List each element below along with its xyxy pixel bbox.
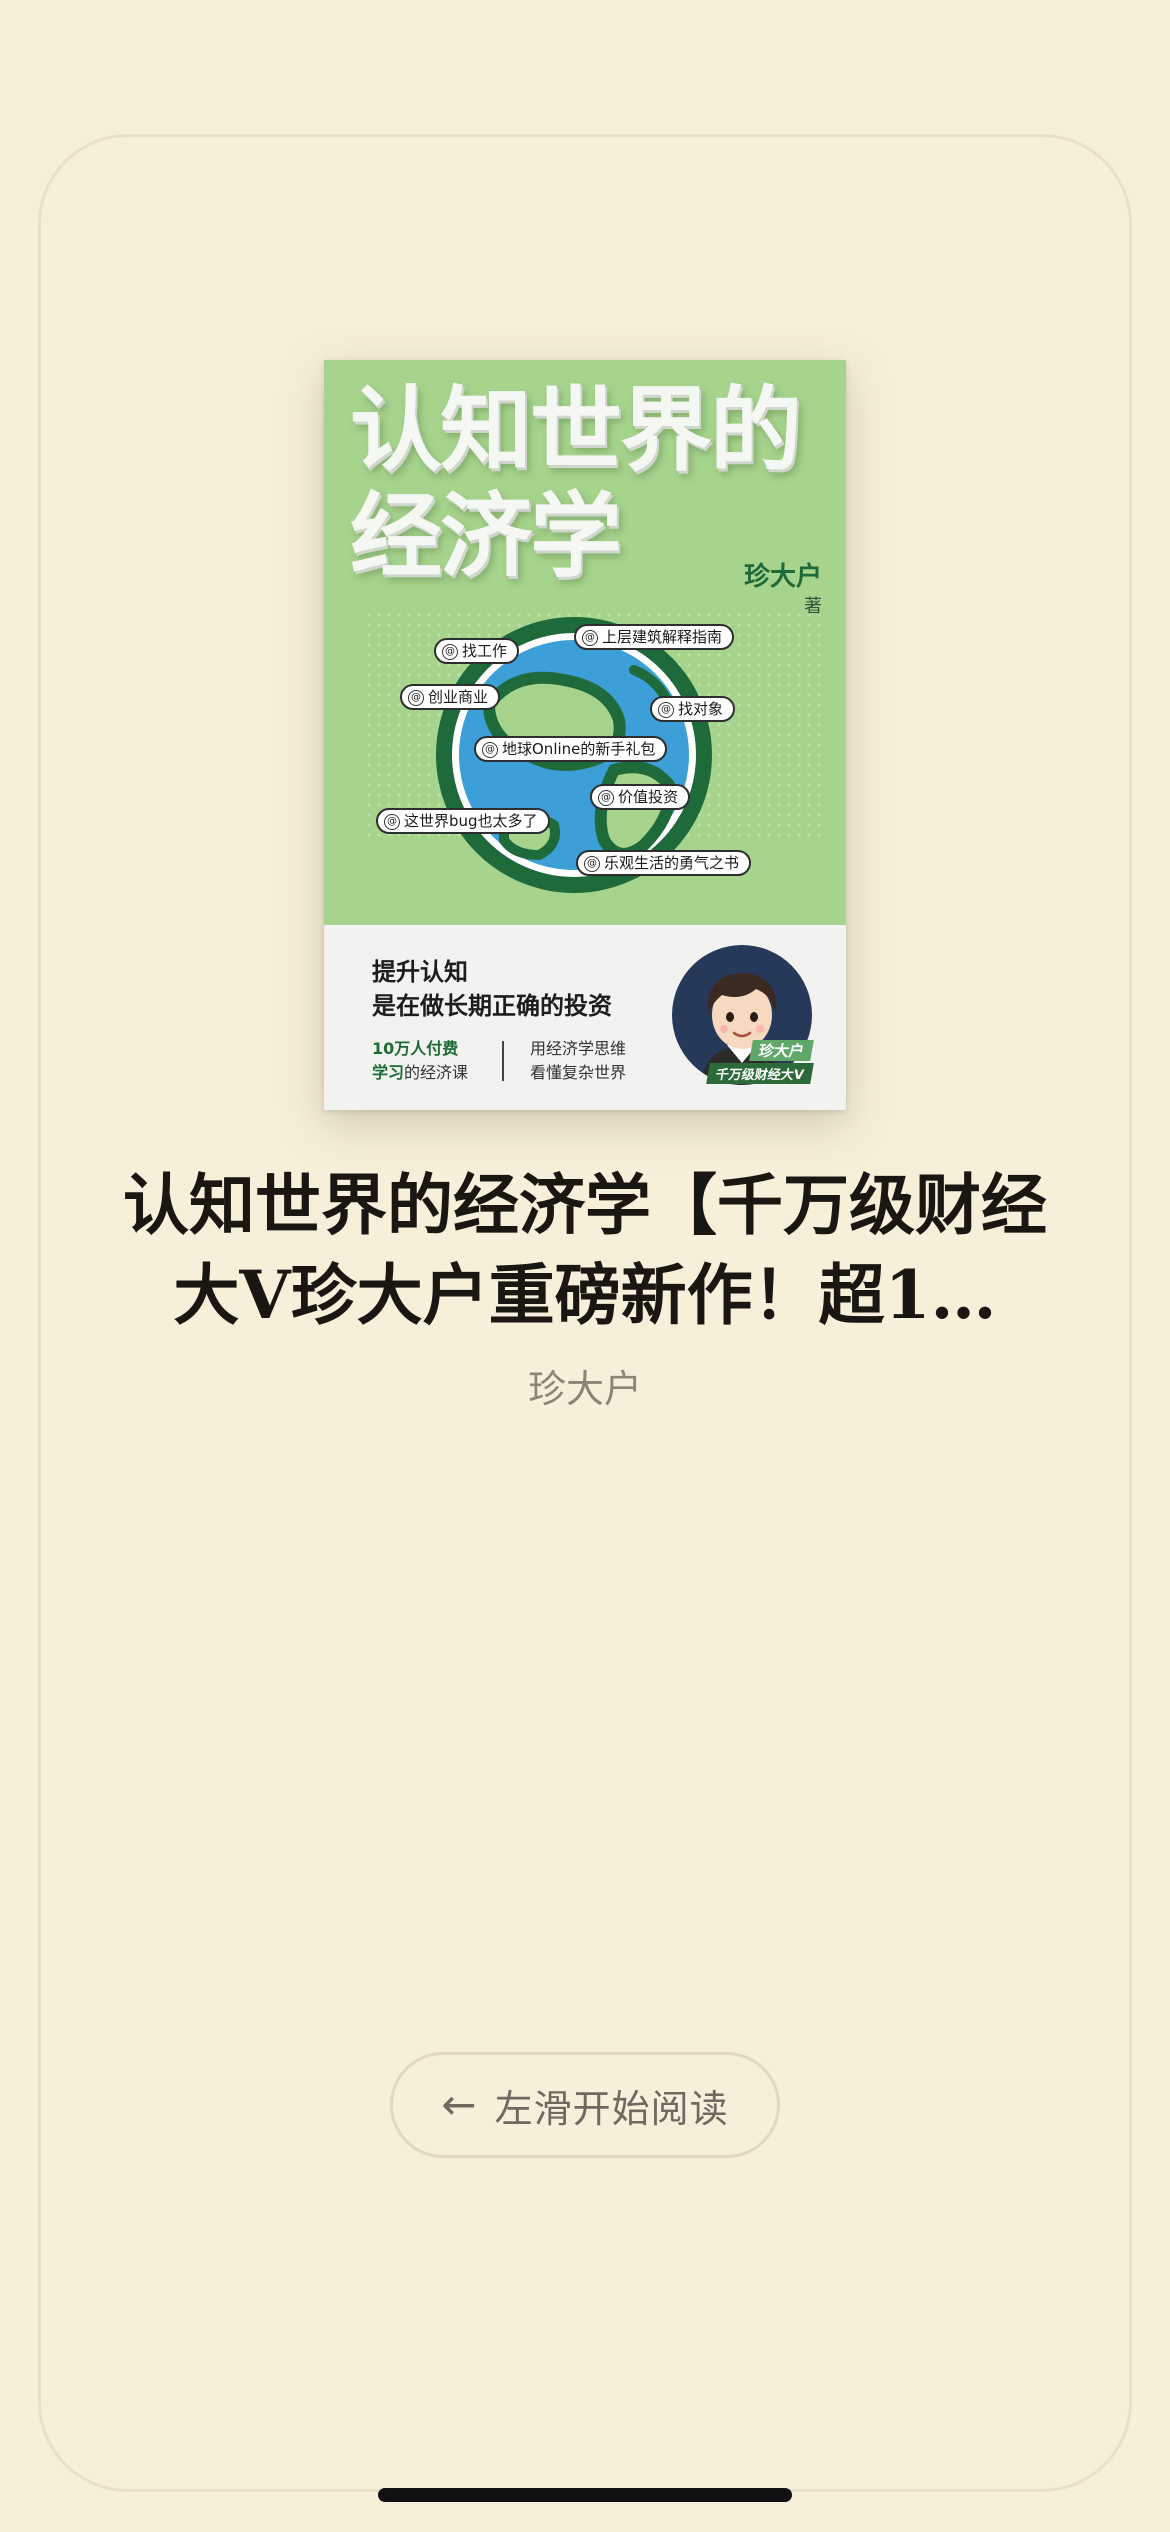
author-badge-subtitle: 千万级财经大V: [706, 1063, 814, 1084]
author-badge-name: 珍大户: [749, 1040, 814, 1061]
cover-slogan: 提升认知 是在做长期正确的投资: [372, 955, 612, 1023]
cover-tag: @ 地球Online的新手礼包: [474, 736, 668, 762]
cover-stat-line: 用经济学思维: [530, 1039, 627, 1058]
cover-bottom-band: 提升认知 是在做长期正确的投资 10万人付费 学习的经济课 用经济学思维 看懂复…: [324, 925, 846, 1110]
cover-title: 认知世界的经济学: [350, 377, 802, 590]
book-cover[interactable]: 认知世界的经济学 珍大户 著 @ 找工作 @ 上层建筑解释指南 @ 创业商业 @ 找对象…: [324, 360, 846, 1110]
home-indicator[interactable]: [378, 2488, 792, 2502]
cover-tag: @ 乐观生活的勇气之书: [576, 850, 752, 876]
start-reading-button[interactable]: ← 左滑开始阅读: [390, 2052, 780, 2158]
cover-tag: @ 找对象: [650, 696, 736, 722]
cover-author: 珍大户: [743, 562, 822, 592]
cover-tag: @ 创业商业: [400, 684, 501, 710]
cover-stat-line: 10万人付费: [372, 1039, 459, 1058]
cover-slogan-line: 是在做长期正确的投资: [372, 992, 612, 1020]
cover-stat-line: 学习的经济课: [372, 1063, 469, 1082]
cover-tag: @ 这世界bug也太多了: [376, 808, 550, 834]
start-reading-label: 左滑开始阅读: [494, 2086, 729, 2131]
cover-tag: @ 找工作: [434, 638, 520, 664]
cover-slogan-line: 提升认知: [372, 958, 468, 986]
cover-tag: @ 价值投资: [590, 784, 691, 810]
book-author[interactable]: 珍大户: [527, 1367, 642, 1411]
cover-author-suffix: 著: [804, 596, 822, 617]
cover-stat-line: 看懂复杂世界: [530, 1063, 627, 1082]
arrow-left-icon: ←: [441, 2080, 477, 2129]
cover-stat-divider: [502, 1041, 504, 1081]
cover-stat-method: 用经济学思维 看懂复杂世界: [530, 1037, 626, 1085]
cover-stat-paid: 10万人付费 学习的经济课: [372, 1037, 468, 1085]
cover-tag: @ 上层建筑解释指南: [574, 624, 735, 650]
book-title: 认知世界的经济学【千万级财经大V珍大户重磅新作！超1…: [123, 1166, 1047, 1334]
author-badge: 珍大户 千万级财经大V: [706, 1040, 814, 1084]
